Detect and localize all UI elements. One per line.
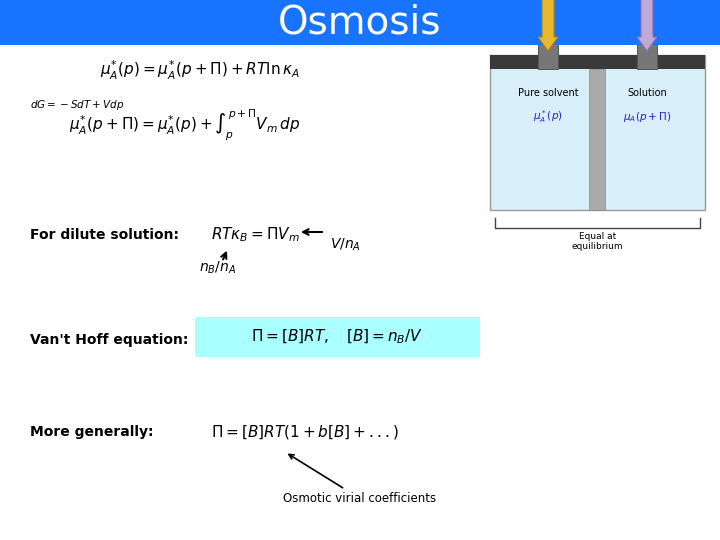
Bar xyxy=(637,39,657,69)
Text: $RT\kappa_B = \Pi V_m$: $RT\kappa_B = \Pi V_m$ xyxy=(210,226,300,244)
Text: $V / n_A$: $V / n_A$ xyxy=(330,237,361,253)
Text: Osmotic virial coefficients: Osmotic virial coefficients xyxy=(284,455,436,505)
FancyArrow shape xyxy=(637,0,657,51)
Text: Solution: Solution xyxy=(627,88,667,98)
Text: $n_B / n_A$: $n_B / n_A$ xyxy=(199,260,237,276)
Text: $dG = -SdT + Vdp$: $dG = -SdT + Vdp$ xyxy=(30,98,124,112)
Text: Pure solvent: Pure solvent xyxy=(518,88,578,98)
Text: $\mu_A^*(p)$: $\mu_A^*(p)$ xyxy=(534,109,563,125)
FancyArrow shape xyxy=(538,0,558,51)
Text: For dilute solution:: For dilute solution: xyxy=(30,228,179,242)
Text: Equal at
equilibrium: Equal at equilibrium xyxy=(572,232,624,252)
Bar xyxy=(589,69,605,210)
Text: $\Pi = [B]RT, \quad [B] = n_B / V$: $\Pi = [B]RT, \quad [B] = n_B / V$ xyxy=(251,328,423,346)
Bar xyxy=(490,55,705,210)
Bar xyxy=(195,317,480,357)
Text: $\mu_A^{*}(p) = \mu_A^{*}(p+\Pi) + RT\ln\kappa_A$: $\mu_A^{*}(p) = \mu_A^{*}(p+\Pi) + RT\ln… xyxy=(100,58,300,82)
Text: Van't Hoff equation:: Van't Hoff equation: xyxy=(30,333,189,347)
Text: More generally:: More generally: xyxy=(30,425,153,439)
Bar xyxy=(490,55,705,69)
Text: $\Pi = [B]RT(1 + b[B] + ...)$: $\Pi = [B]RT(1 + b[B] + ...)$ xyxy=(211,423,399,441)
Text: Osmosis: Osmosis xyxy=(278,4,442,42)
Text: $\mu_A(p + \Pi)$: $\mu_A(p + \Pi)$ xyxy=(623,110,671,124)
Text: $\mu_A^{*}(p+\Pi) = \mu_A^{*}(p) + \int_{p}^{p+\Pi} V_m\,dp$: $\mu_A^{*}(p+\Pi) = \mu_A^{*}(p) + \int_… xyxy=(69,107,301,143)
Bar xyxy=(0,0,720,45)
Bar xyxy=(538,39,558,69)
